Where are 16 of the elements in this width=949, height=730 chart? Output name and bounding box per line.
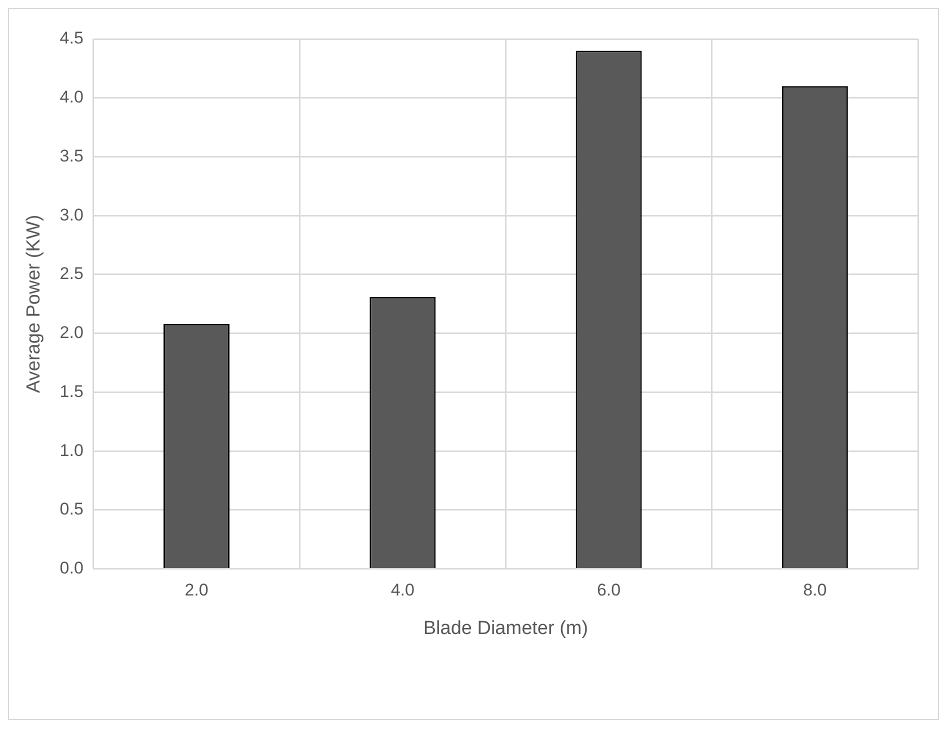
y-tick-label: 4.0 [60,88,84,107]
x-tick-label: 6.0 [596,580,621,600]
y-tick-label: 0.0 [60,558,84,578]
y-tick-label: 4.5 [60,28,84,48]
y-tick-label: 3.0 [60,205,84,224]
y-tick-label: 0.5 [60,500,84,519]
y-tick-label: 2.0 [60,323,84,342]
y-tick-label: 1.5 [60,382,84,401]
y-tick-label: 1.0 [60,440,84,460]
y-tick-label: 2.5 [60,264,84,284]
y-tick-label: 3.5 [60,146,84,166]
x-tick-label: 2.0 [184,580,208,600]
x-tick-label: 8.0 [803,580,827,600]
y-axis-title: Average Power (KW) [24,214,45,393]
x-axis-title: Blade Diameter (m) [423,618,588,639]
x-tick-label: 4.0 [390,580,414,600]
